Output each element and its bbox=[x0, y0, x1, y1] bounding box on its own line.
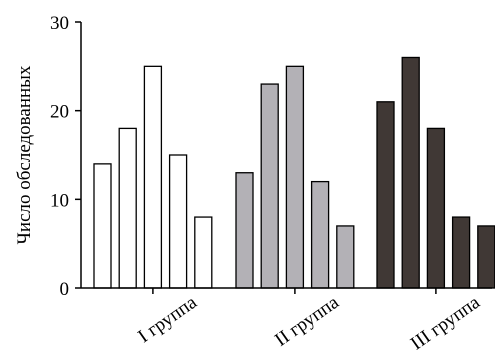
bar-group3-2 bbox=[401, 56, 420, 289]
bar-group2-3 bbox=[285, 65, 305, 289]
y-tick-label-2: 20 bbox=[50, 102, 69, 123]
y-tick-label-1: 10 bbox=[50, 190, 69, 211]
bar-group2-4 bbox=[310, 180, 330, 289]
x-category-label-3: III группа bbox=[407, 292, 484, 355]
bar-group1-3 bbox=[143, 65, 163, 289]
y-axis-ticks: 0 10 20 30 bbox=[50, 13, 81, 300]
bar-group2-2 bbox=[260, 83, 279, 289]
bar-group2-1 bbox=[235, 172, 254, 289]
x-category-label-2: II группа bbox=[271, 292, 343, 351]
bar-group3-1 bbox=[376, 101, 395, 289]
y-tick-label-3: 30 bbox=[50, 13, 69, 34]
y-tick-label-0: 0 bbox=[60, 279, 70, 300]
bar-group2-5 bbox=[336, 225, 355, 289]
bar-group3-5 bbox=[477, 225, 495, 289]
y-axis-title: Число обследованных bbox=[14, 65, 35, 244]
x-axis-ticks: I группа II группа III группа bbox=[134, 288, 484, 354]
bar-group3-3 bbox=[426, 127, 446, 289]
bars-layer bbox=[93, 56, 495, 289]
x-category-label-1: I группа bbox=[134, 292, 201, 348]
bar-group1-4 bbox=[168, 154, 188, 289]
bar-group3-4 bbox=[451, 216, 471, 289]
bar-group1-5 bbox=[194, 216, 213, 289]
bar-group1-2 bbox=[118, 127, 137, 289]
bar-group1-1 bbox=[93, 163, 112, 289]
